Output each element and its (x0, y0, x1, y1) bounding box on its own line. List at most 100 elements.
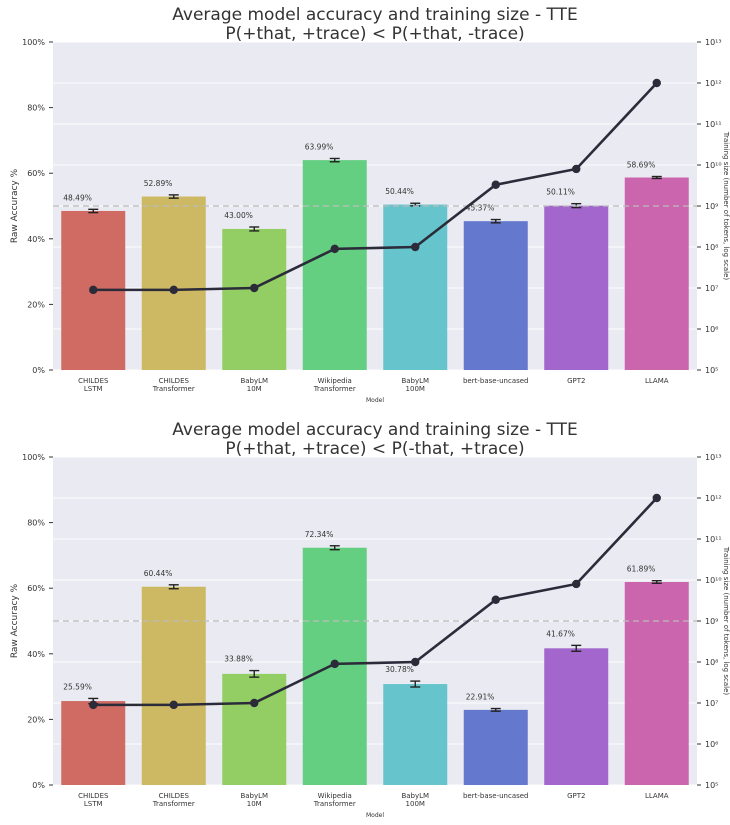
x-tick-label: Transformer (152, 385, 195, 393)
bar (302, 160, 367, 370)
x-tick-label: CHILDES (78, 377, 109, 385)
training-size-line (93, 497, 658, 707)
y2-tick-label: 10¹³ (705, 38, 722, 47)
training-size-point (411, 657, 420, 667)
data-label: 63.99% (305, 142, 334, 151)
training-size-point (491, 180, 500, 189)
data-label: 30.78% (385, 665, 414, 674)
y-tick-label: 80% (27, 519, 45, 528)
chart-panel-2: Average model accuracy and training size… (0, 415, 730, 825)
training-size-point (169, 285, 178, 295)
bar (141, 196, 206, 370)
x-tick-label: LLAMA (645, 377, 669, 385)
x-tick-label: CHILDES (159, 792, 190, 800)
y2-tick-label: 10⁹ (705, 617, 718, 626)
y-tick-label: 40% (27, 235, 45, 244)
bar (463, 709, 528, 785)
y-tick-label: 100% (22, 453, 45, 462)
data-label: 61.89% (627, 565, 656, 574)
x-axis-label: Model (366, 397, 384, 404)
chart-title: Average model accuracy and training size… (172, 420, 577, 440)
x-tick-label: GPT2 (567, 792, 585, 800)
x-tick-label: BabyLM (401, 792, 429, 800)
training-size-point (169, 700, 178, 710)
y2-tick-label: 10⁵ (705, 781, 718, 790)
bar (141, 586, 206, 785)
x-tick-label: Transformer (152, 800, 195, 808)
data-label: 25.59% (63, 682, 92, 691)
data-label: 50.11% (546, 188, 575, 197)
training-size-point (250, 698, 259, 708)
y2-tick-label: 10¹¹ (705, 535, 722, 544)
x-tick-label: GPT2 (567, 377, 585, 385)
chart-subtitle: P(+that, +trace) < P(-that, +trace) (225, 439, 524, 459)
x-tick-label: 10M (247, 800, 262, 808)
x-tick-label: BabyLM (240, 792, 268, 800)
y2-tick-label: 10¹² (705, 79, 722, 88)
data-label: 45.37% (466, 204, 495, 213)
x-tick-label: LSTM (84, 385, 103, 393)
y-tick-label: 60% (27, 584, 45, 593)
data-label: 48.49% (63, 193, 92, 202)
y2-tick-label: 10¹¹ (705, 120, 722, 129)
training-size-point (250, 283, 259, 293)
y2-tick-label: 10⁷ (705, 284, 718, 293)
training-size-point (89, 700, 98, 710)
y-tick-label: 20% (27, 715, 45, 724)
y-tick-label: 80% (27, 104, 45, 113)
chart-title: Average model accuracy and training size… (172, 5, 577, 25)
bar (544, 205, 609, 370)
bar (222, 673, 287, 785)
bar (61, 701, 126, 785)
y-tick-label: 60% (27, 169, 45, 178)
chart-1-svg: Average model accuracy and training size… (10, 5, 730, 404)
x-tick-label: LLAMA (645, 792, 669, 800)
y2-tick-label: 10¹⁰ (705, 576, 722, 585)
training-size-point (330, 244, 339, 254)
y2-axis-label: Training size (number of tokens, log sca… (722, 546, 730, 695)
y2-tick-label: 10⁶ (705, 325, 718, 334)
y-tick-label: 20% (27, 300, 45, 309)
data-label: 43.00% (224, 211, 253, 220)
x-tick-label: bert-base-uncased (463, 792, 529, 800)
y-axis-label: Raw Accuracy % (10, 583, 20, 658)
data-label: 50.44% (385, 187, 414, 196)
training-size-point (411, 242, 420, 252)
data-label: 72.34% (305, 530, 334, 539)
chart-panel-1: Average model accuracy and training size… (0, 0, 730, 410)
data-label: 52.89% (144, 179, 173, 188)
training-size-point (89, 285, 98, 295)
y2-tick-label: 10¹² (705, 494, 722, 503)
y-tick-label: 0% (32, 366, 45, 375)
y2-tick-label: 10¹³ (705, 453, 722, 462)
x-tick-label: 10M (247, 385, 262, 393)
bar (463, 221, 528, 370)
x-tick-label: CHILDES (78, 792, 109, 800)
bar (624, 582, 689, 785)
data-label: 60.44% (144, 569, 173, 578)
chart-2-svg: Average model accuracy and training size… (10, 420, 730, 819)
x-tick-label: CHILDES (159, 377, 190, 385)
x-tick-label: 100M (406, 385, 425, 393)
data-label: 41.67% (546, 629, 575, 638)
training-size-point (572, 579, 581, 589)
data-label: 33.88% (224, 655, 253, 664)
x-tick-label: bert-base-uncased (463, 377, 529, 385)
y-tick-label: 100% (22, 38, 45, 47)
bar (624, 177, 689, 370)
x-tick-label: Wikipedia (318, 377, 352, 385)
bar (544, 648, 609, 785)
y2-tick-label: 10⁹ (705, 202, 718, 211)
y-tick-label: 40% (27, 650, 45, 659)
x-tick-label: LSTM (84, 800, 103, 808)
bar (222, 228, 287, 370)
x-tick-label: BabyLM (240, 377, 268, 385)
y2-tick-label: 10⁸ (705, 658, 718, 667)
training-size-point (652, 493, 661, 503)
x-tick-label: 100M (406, 800, 425, 808)
y2-tick-label: 10⁶ (705, 740, 718, 749)
y-axis-label: Raw Accuracy % (10, 168, 20, 243)
chart-subtitle: P(+that, +trace) < P(+that, -trace) (225, 24, 524, 44)
y2-tick-label: 10¹⁰ (705, 161, 722, 170)
